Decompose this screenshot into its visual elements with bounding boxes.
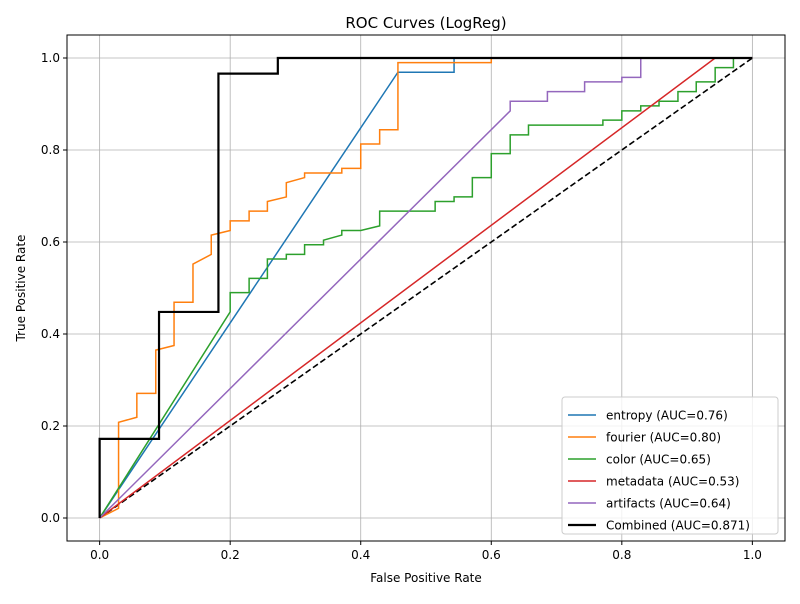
x-tick-label: 0.4 (351, 548, 370, 562)
chance-diagonal-line (99, 57, 753, 519)
y-tick-label: 0.0 (41, 511, 60, 525)
y-tick-label: 0.2 (41, 419, 60, 433)
y-axis-label: True Positive Rate (14, 235, 28, 343)
y-tick-label: 0.6 (41, 235, 60, 249)
legend: entropy (AUC=0.76) fourier (AUC=0.80) colo… (561, 396, 779, 535)
series-line-color (99, 57, 753, 519)
series-line-combined (98, 56, 753, 518)
y-axis-ticks: 0.0 0.2 0.4 0.6 0.8 1.0 (41, 51, 67, 525)
series-line-artifacts (99, 57, 753, 519)
series-lines (98, 56, 753, 519)
diagonal-reference (99, 57, 753, 519)
legend-label-artifacts: artifacts (AUC=0.64) (606, 497, 731, 511)
y-tick-label: 1.0 (41, 51, 60, 65)
legend-label-entropy: entropy (AUC=0.76) (606, 409, 728, 423)
x-tick-label: 0.6 (482, 548, 501, 562)
legend-label-metadata: metadata (AUC=0.53) (606, 475, 739, 489)
x-axis-label: False Positive Rate (370, 571, 482, 585)
legend-box (561, 396, 779, 535)
legend-label-color: color (AUC=0.65) (606, 453, 711, 467)
legend-label-combined: Combined (AUC=0.871) (606, 519, 750, 533)
chart-title: ROC Curves (LogReg) (345, 14, 506, 32)
y-tick-label: 0.8 (41, 143, 60, 157)
x-tick-label: 0.8 (612, 548, 631, 562)
legend-label-fourier: fourier (AUC=0.80) (606, 431, 721, 445)
x-tick-label: 1.0 (743, 548, 762, 562)
x-axis-ticks: 0.0 0.2 0.4 0.6 0.8 1.0 (90, 541, 762, 562)
x-tick-label: 0.0 (90, 548, 109, 562)
series-line-fourier (99, 57, 753, 519)
grid (67, 35, 785, 541)
plot-frame (66, 34, 786, 542)
y-tick-label: 0.4 (41, 327, 60, 341)
x-tick-label: 0.2 (221, 548, 240, 562)
